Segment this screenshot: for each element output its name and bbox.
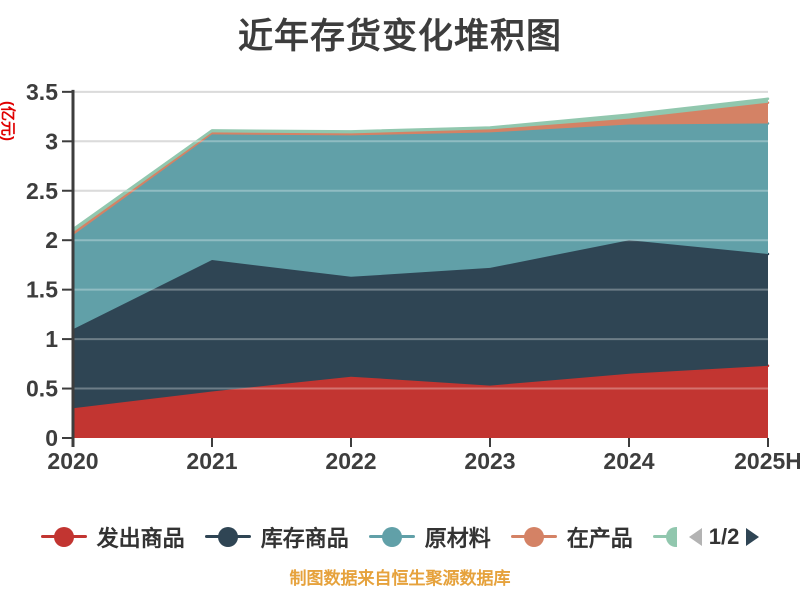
legend-item-原材料[interactable]: 原材料 xyxy=(368,521,491,553)
legend-marker-icon xyxy=(510,527,557,547)
line-series-unnamed xyxy=(71,97,770,231)
y-axis-tick-label: 3.5 xyxy=(26,79,58,105)
legend-item-label: 发出商品 xyxy=(96,526,185,551)
legend-item-label: 原材料 xyxy=(424,526,491,551)
legend: 发出商品 库存商品 原材料 在产品 1/2 xyxy=(0,521,800,553)
y-axis-tick-label: 2.5 xyxy=(26,178,58,204)
y-axis-tick-label: 1 xyxy=(45,326,58,352)
chart-title: 近年存货变化堆积图 xyxy=(237,17,562,56)
area-series-发出商品 xyxy=(73,365,768,438)
y-axis-tick-label: 2 xyxy=(45,227,58,253)
area-series-库存商品 xyxy=(73,240,768,409)
x-axis-tick-label: 2023 xyxy=(464,448,515,474)
y-axis-unit-label: (亿元) xyxy=(0,101,16,141)
legend-marker-icon xyxy=(368,527,415,547)
legend-marker-circle xyxy=(381,527,402,547)
area-series-在产品 xyxy=(73,102,768,236)
legend-marker-circle xyxy=(217,527,238,547)
y-axis-tick-label: 0.5 xyxy=(26,376,58,402)
legend-item-在产品[interactable]: 在产品 xyxy=(510,521,633,553)
legend-next-arrow-icon[interactable] xyxy=(746,528,760,546)
x-axis-tick-label: 2024 xyxy=(603,448,654,474)
legend-pager: 1/2 xyxy=(688,524,760,550)
area-series-unnamed xyxy=(73,98,768,233)
source-note: 制图数据来自恒生聚源数据库 xyxy=(289,569,511,588)
legend-prev-arrow-icon[interactable] xyxy=(688,528,702,546)
legend-item-partial-marker[interactable] xyxy=(652,527,677,547)
legend-item-label: 库存商品 xyxy=(260,526,349,551)
legend-marker-icon xyxy=(204,527,251,547)
legend-marker-circle xyxy=(53,527,74,547)
y-axis-tick-label: 3 xyxy=(45,128,58,154)
y-axis-tick-label: 0 xyxy=(45,425,58,451)
legend-partial-circle-icon xyxy=(665,527,677,547)
legend-item-库存商品[interactable]: 库存商品 xyxy=(204,521,349,553)
x-axis-tick-label: 2025H xyxy=(734,448,800,474)
stacked-area-chart: 0 0.5 1 1.5 2 2.5 3 3.5 2020 2021 2022 2023 2024 2025… xyxy=(26,79,800,474)
legend-item-label: 在产品 xyxy=(566,526,633,551)
legend-item-发出商品[interactable]: 发出商品 xyxy=(40,521,185,553)
area-series-原材料 xyxy=(73,123,768,330)
x-axis-tick-label: 2020 xyxy=(47,448,98,474)
legend-items: 发出商品 库存商品 原材料 在产品 xyxy=(40,521,653,553)
x-axis-tick-label: 2021 xyxy=(186,448,237,474)
legend-marker-icon xyxy=(40,527,87,547)
legend-pager-label: 1/2 xyxy=(708,524,740,549)
legend-marker-circle xyxy=(523,527,544,547)
legend-partial-line xyxy=(652,535,677,538)
x-axis-tick-label: 2022 xyxy=(325,448,376,474)
y-axis-tick-label: 1.5 xyxy=(26,277,58,303)
